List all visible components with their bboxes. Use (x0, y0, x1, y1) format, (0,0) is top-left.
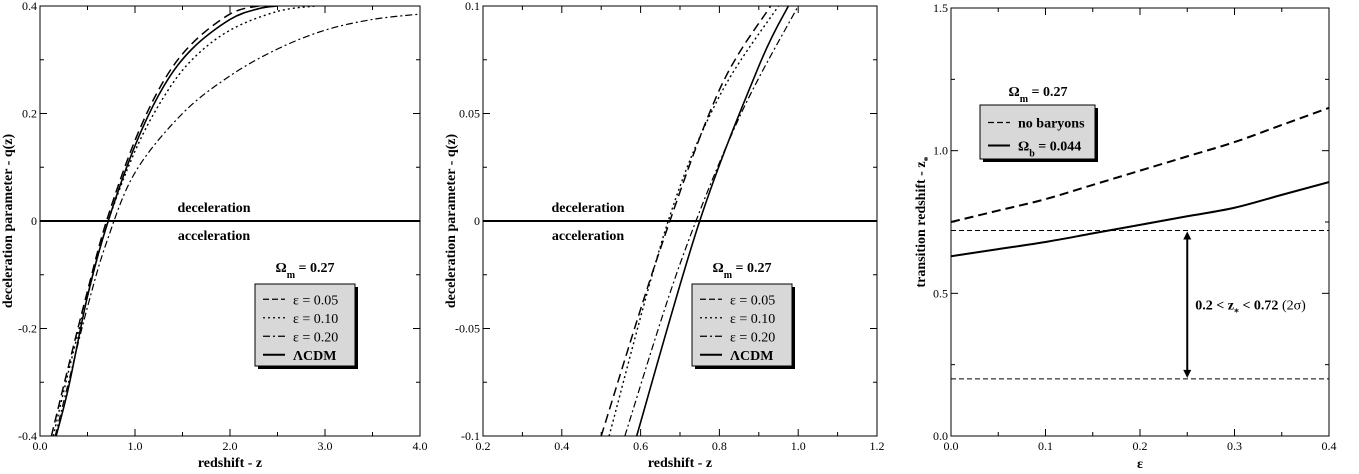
y-tick-label: 0 (474, 214, 480, 228)
annotation-acceleration: acceleration (552, 229, 625, 244)
legend-entry: ε = 0.10 (293, 312, 338, 327)
range-arrow-head-bottom (1183, 369, 1192, 378)
x-tick-label: 0.4 (1322, 439, 1337, 453)
legend-entry: ε = 0.20 (293, 330, 338, 345)
series-line (624, 6, 799, 436)
x-tick-label: 1.0 (128, 439, 143, 453)
x-tick-label: 3.0 (318, 439, 333, 453)
legend-entry: ε = 0.05 (730, 293, 775, 308)
y-tick-label: 0 (31, 214, 37, 228)
y-axis-label: deceleration parameter - q(z) (1, 134, 16, 309)
legend-entry: Ωb = 0.044 (1018, 140, 1081, 160)
x-axis-label: ε (1137, 457, 1143, 472)
y-tick-label: 0.0 (933, 429, 948, 443)
x-tick-label: 0.2 (476, 439, 491, 453)
x-tick-label: 0.4 (554, 439, 569, 453)
series-line (54, 13, 420, 436)
x-tick-label: 0.6 (633, 439, 648, 453)
x-tick-label: 0.0 (33, 439, 48, 453)
x-tick-label: 1.2 (870, 439, 885, 453)
legend-entry: no baryons (1018, 117, 1085, 132)
y-tick-label: 1.0 (933, 144, 948, 158)
series-line (608, 6, 780, 436)
plot-area (951, 106, 1329, 380)
x-tick-label: 0.1 (1038, 439, 1053, 453)
annotation-deceleration: deceleration (177, 201, 250, 216)
chart-panel-middle: 0.2 0.4 0.6 0.8 1.0 1.2 -0.1 -0.05 0 0.05 0.1 redsh… (444, 0, 885, 471)
y-tick-label: 0.5 (933, 286, 948, 300)
x-tick-label: 0.2 (1133, 439, 1148, 453)
legend-entry: ε = 0.05 (293, 293, 338, 308)
plot-frame (950, 7, 1330, 437)
chart-panel-right: 0.0 0.1 0.2 0.3 0.4 0.0 0.5 1.0 1.5 ε transition r… (914, 1, 1337, 472)
legend-box (979, 104, 1096, 160)
x-tick-label: 0.0 (944, 439, 959, 453)
x-tick-label: 2.0 (223, 439, 238, 453)
x-tick-label: 4.0 (413, 439, 428, 453)
y-tick-label: 1.5 (933, 1, 948, 15)
legend-title: Ωm = 0.27 (712, 261, 771, 281)
x-tick-label: 1.0 (791, 439, 806, 453)
y-tick-label: 0.4 (22, 0, 37, 13)
plot-area (483, 6, 877, 436)
y-tick-label: -0.05 (455, 322, 480, 336)
legend-entry: ΛCDM (293, 349, 336, 364)
legend-title: Ωm = 0.27 (275, 261, 334, 281)
range-annotation: 0.2 < z* < 0.72 (2σ) (1195, 299, 1306, 319)
range-arrow-head-top (1183, 231, 1192, 240)
series-line (635, 6, 790, 436)
y-tick-label: -0.2 (18, 322, 37, 336)
legend-title: Ωm = 0.27 (1008, 85, 1067, 105)
legend-box (254, 283, 356, 367)
x-axis-label: redshift - z (198, 456, 262, 471)
y-tick-label: -0.4 (18, 429, 37, 443)
series-line (600, 6, 772, 436)
series-line (55, 6, 278, 436)
series-line (951, 106, 1329, 223)
x-tick-label: 0.8 (712, 439, 727, 453)
x-axis-label: redshift - z (648, 456, 712, 471)
x-tick-label: 0.3 (1227, 439, 1242, 453)
y-tick-label: 0.05 (459, 107, 480, 121)
annotation-deceleration: deceleration (551, 201, 624, 216)
y-tick-label: 0.1 (465, 0, 480, 13)
legend-entry: ΛCDM (730, 349, 773, 364)
legend-entry: ε = 0.10 (730, 312, 775, 327)
series-line (951, 181, 1329, 258)
plot-area (40, 6, 420, 436)
annotation-acceleration: acceleration (178, 229, 251, 244)
y-tick-label: -0.1 (461, 429, 480, 443)
y-tick-label: 0.2 (22, 107, 37, 121)
chart-panel-left: 0.0 1.0 2.0 3.0 4.0 -0.4 -0.2 0 0.2 0.4 redshift -… (1, 0, 428, 471)
legend-entry: ε = 0.20 (730, 330, 775, 345)
y-axis-label: transition redshift - z* (914, 156, 934, 287)
legend-box (691, 283, 793, 367)
series-line (50, 6, 273, 436)
y-axis-label: deceleration parameter - q(z) (444, 134, 459, 309)
